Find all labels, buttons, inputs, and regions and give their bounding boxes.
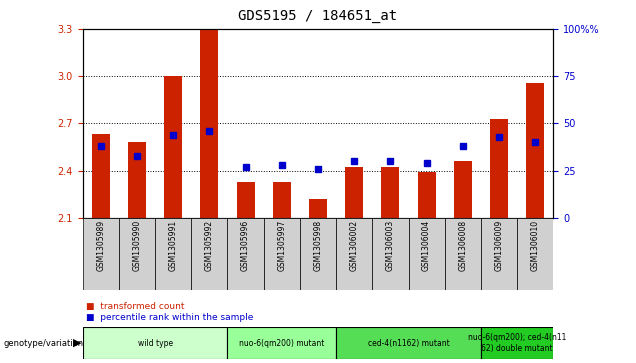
FancyBboxPatch shape <box>83 218 119 290</box>
Text: nuo-6(qm200); ced-4(n11
62) double mutant: nuo-6(qm200); ced-4(n11 62) double mutan… <box>468 333 566 353</box>
Bar <box>92 134 110 218</box>
Bar <box>526 82 544 218</box>
Bar <box>382 167 399 218</box>
Text: GSM1305996: GSM1305996 <box>241 220 250 271</box>
Bar <box>418 172 436 218</box>
Text: GSM1306008: GSM1306008 <box>459 220 467 271</box>
FancyBboxPatch shape <box>83 327 228 359</box>
Bar <box>200 26 218 218</box>
Bar <box>453 161 472 218</box>
Text: GSM1306009: GSM1306009 <box>495 220 504 271</box>
Text: GSM1305997: GSM1305997 <box>277 220 286 271</box>
FancyBboxPatch shape <box>300 218 336 290</box>
Bar <box>273 182 291 218</box>
Text: GSM1306003: GSM1306003 <box>386 220 395 271</box>
FancyBboxPatch shape <box>408 218 445 290</box>
FancyBboxPatch shape <box>336 327 481 359</box>
Text: GSM1306010: GSM1306010 <box>530 220 540 271</box>
Text: GSM1305992: GSM1305992 <box>205 220 214 271</box>
Text: wild type: wild type <box>137 339 172 347</box>
FancyBboxPatch shape <box>119 218 155 290</box>
FancyBboxPatch shape <box>481 327 553 359</box>
Text: ■  percentile rank within the sample: ■ percentile rank within the sample <box>86 313 253 322</box>
Text: ■  transformed count: ■ transformed count <box>86 302 184 311</box>
Bar <box>345 167 363 218</box>
FancyBboxPatch shape <box>155 218 191 290</box>
FancyBboxPatch shape <box>191 218 228 290</box>
Text: genotype/variation: genotype/variation <box>3 339 83 347</box>
Bar <box>128 142 146 218</box>
FancyBboxPatch shape <box>264 218 300 290</box>
FancyBboxPatch shape <box>445 218 481 290</box>
Bar <box>309 199 327 218</box>
Bar <box>490 119 508 218</box>
Text: GSM1305990: GSM1305990 <box>132 220 141 271</box>
FancyBboxPatch shape <box>481 218 517 290</box>
Text: ced-4(n1162) mutant: ced-4(n1162) mutant <box>368 339 450 347</box>
FancyBboxPatch shape <box>517 218 553 290</box>
Text: GDS5195 / 184651_at: GDS5195 / 184651_at <box>238 9 398 23</box>
Text: GSM1305991: GSM1305991 <box>169 220 177 271</box>
Text: GSM1305998: GSM1305998 <box>314 220 322 271</box>
Bar <box>237 182 254 218</box>
Bar <box>164 76 183 218</box>
FancyBboxPatch shape <box>228 218 264 290</box>
Text: GSM1306004: GSM1306004 <box>422 220 431 271</box>
FancyBboxPatch shape <box>228 327 336 359</box>
Text: GSM1305989: GSM1305989 <box>96 220 106 271</box>
Text: GSM1306002: GSM1306002 <box>350 220 359 271</box>
Text: nuo-6(qm200) mutant: nuo-6(qm200) mutant <box>239 339 324 347</box>
FancyBboxPatch shape <box>372 218 408 290</box>
FancyBboxPatch shape <box>336 218 372 290</box>
Text: ▶: ▶ <box>73 338 82 348</box>
